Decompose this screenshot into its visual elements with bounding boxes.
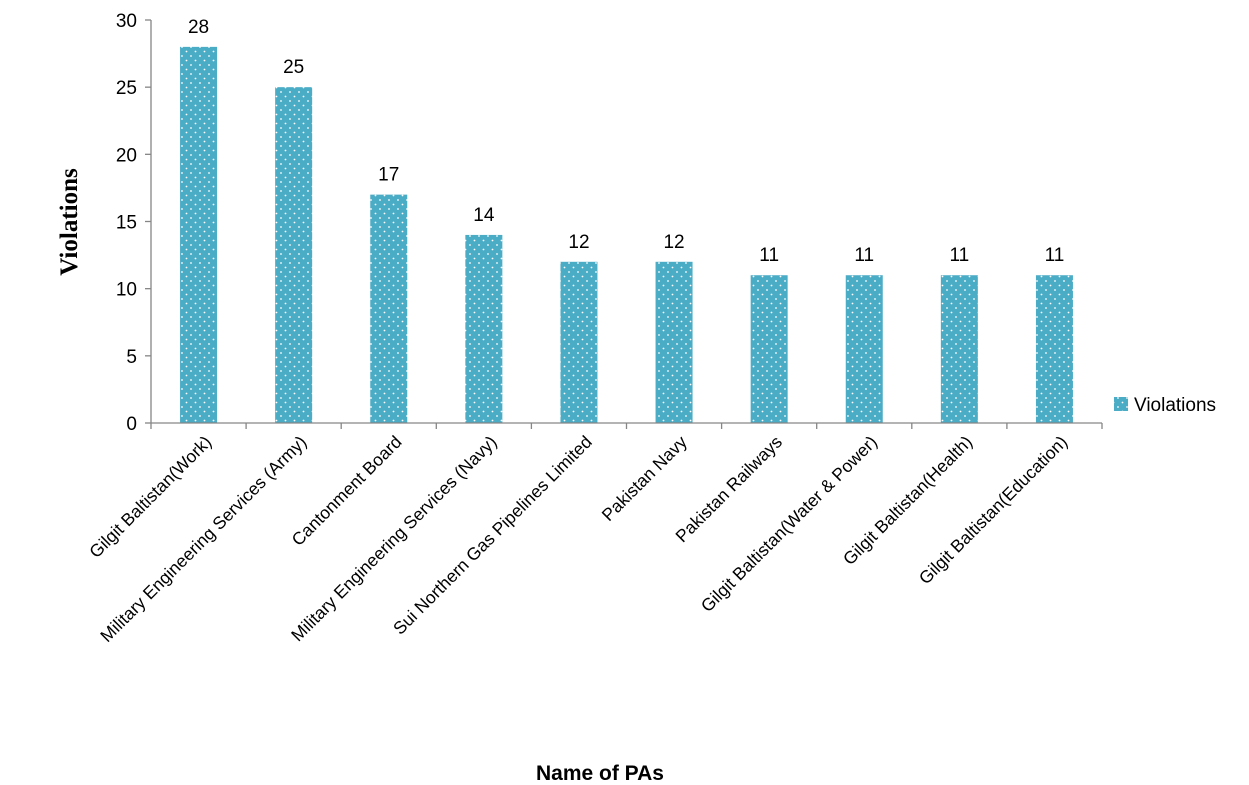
x-tick-label: Military Engineering Services (Army) — [96, 432, 310, 646]
bar — [465, 234, 503, 423]
y-tick-label: 10 — [116, 280, 137, 301]
data-label: 17 — [378, 165, 399, 186]
y-tick-label: 5 — [126, 347, 137, 368]
bar — [655, 261, 693, 423]
bar — [940, 275, 978, 423]
plot-area: 28 25 17 14 12 12 11 11 11 11 — [180, 17, 1073, 424]
y-tick-label: 0 — [126, 414, 137, 435]
legend-label: Violations — [1134, 395, 1216, 416]
legend: Violations — [1114, 395, 1216, 416]
bar — [180, 46, 218, 423]
data-label: 11 — [854, 245, 874, 266]
y-tick-label: 30 — [116, 11, 137, 32]
data-label: 11 — [949, 245, 969, 266]
bar — [845, 275, 883, 423]
data-label: 11 — [759, 245, 779, 266]
legend-swatch — [1114, 397, 1128, 411]
data-label: 12 — [568, 232, 589, 253]
data-label: 12 — [663, 232, 684, 253]
y-tick-label: 15 — [116, 213, 137, 234]
y-axis-title: Violations — [56, 168, 83, 276]
x-tick-label: Sui Northern Gas Pipelines Limited — [389, 432, 596, 639]
x-tick-label: Military Engineering Services (Navy) — [287, 432, 501, 646]
bar — [1035, 275, 1073, 423]
bar — [275, 87, 313, 424]
y-tick-label: 25 — [116, 78, 137, 99]
data-label: 14 — [473, 205, 495, 226]
bar — [370, 194, 408, 423]
data-label: 25 — [283, 57, 304, 78]
x-tick-label: Pakistan Navy — [598, 432, 691, 525]
x-axis-title: Name of PAs — [536, 762, 664, 785]
data-label: 28 — [188, 17, 209, 38]
bar — [560, 261, 598, 423]
x-tick-label: Gilgit Baltistan(Water & Power) — [697, 432, 881, 616]
bar — [750, 275, 788, 423]
y-tick-label: 20 — [116, 145, 137, 166]
data-label: 11 — [1045, 245, 1065, 266]
